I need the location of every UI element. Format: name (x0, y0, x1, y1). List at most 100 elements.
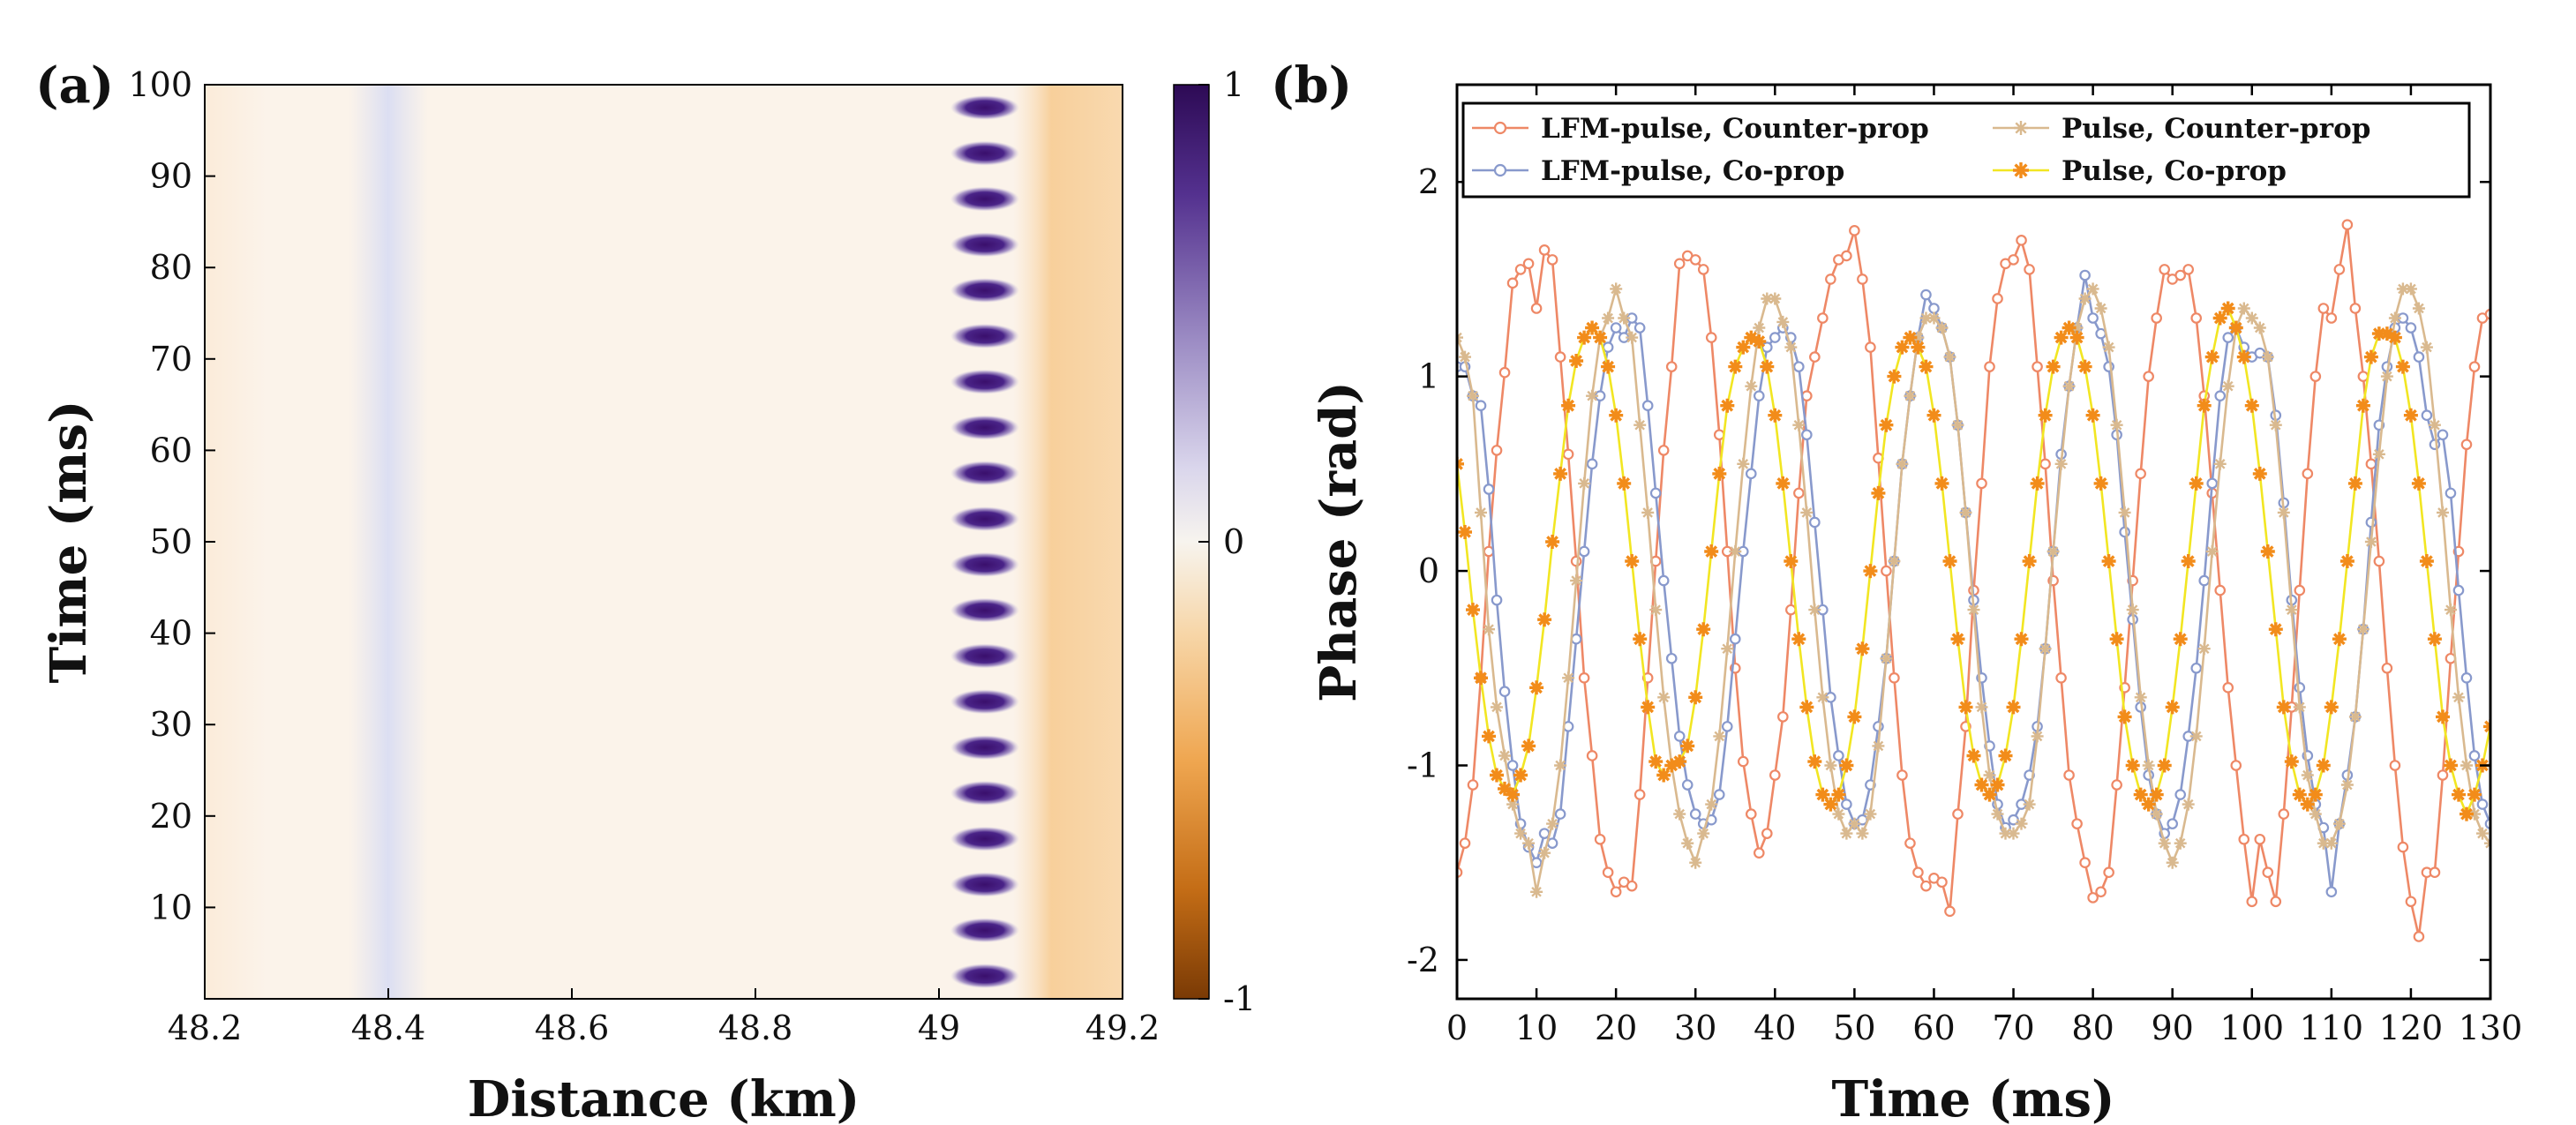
vibration-blob (950, 278, 1019, 304)
data-point (2260, 544, 2275, 559)
data-point (2149, 787, 2164, 802)
data-point (2206, 477, 2219, 490)
data-point (2173, 632, 2188, 647)
data-point (1618, 311, 1631, 325)
data-point (1944, 905, 1956, 918)
data-point (2317, 836, 2330, 850)
data-point (2046, 359, 2061, 374)
data-point (1919, 359, 1934, 374)
data-point (2150, 807, 2163, 821)
data-point (1617, 476, 1632, 491)
data-point (2166, 856, 2179, 869)
data-point (1721, 642, 1734, 656)
data-point (1942, 554, 1957, 568)
data-point (1689, 856, 1702, 869)
data-point (1673, 807, 1686, 821)
colorbar-tick-label: 1 (1223, 65, 1244, 104)
data-point (1672, 754, 1687, 769)
data-point (2109, 632, 2124, 647)
data-point (2230, 760, 2242, 771)
data-point (2428, 418, 2441, 431)
data-point (1491, 445, 1503, 456)
orange-band (1013, 85, 1123, 999)
data-point (2126, 604, 2139, 617)
data-point (2427, 632, 2442, 647)
data-point (2111, 779, 2122, 791)
y-tick-label: 50 (150, 522, 192, 561)
data-point (1990, 777, 2005, 792)
data-point (1934, 476, 1949, 491)
y-tick-label: 70 (150, 340, 192, 379)
vibration-blob (950, 735, 1019, 761)
data-point (2125, 758, 2140, 773)
data-point (2252, 466, 2267, 481)
data-point (2421, 409, 2433, 422)
data-point (1855, 641, 1870, 656)
vibration-blob (950, 826, 1019, 851)
data-point (2119, 526, 2130, 538)
x-tick-label: 80 (2071, 1009, 2114, 1047)
data-point (2245, 311, 2258, 325)
data-point (2062, 379, 2076, 393)
data-point (1752, 334, 1767, 349)
data-point (2468, 807, 2481, 821)
data-point (1610, 886, 1622, 898)
data-point (2133, 787, 2148, 802)
data-point (2135, 468, 2146, 480)
data-point (1911, 331, 1925, 344)
data-point (1841, 250, 1852, 262)
data-point (2371, 326, 2386, 341)
data-point (1950, 632, 1965, 647)
vibration-blob (950, 872, 1019, 897)
colorbar: 1 0 -1 (1173, 65, 1256, 1018)
data-point (2157, 758, 2172, 773)
data-point (2452, 584, 2465, 596)
legend-box (1461, 101, 2471, 199)
data-point (1513, 768, 1528, 783)
data-point (2069, 330, 2084, 345)
data-point (1530, 885, 1543, 898)
data-point (1799, 700, 1814, 715)
data-point (1895, 340, 1910, 355)
data-point (1863, 564, 1878, 579)
data-point (2238, 833, 2250, 845)
data-point (2269, 418, 2282, 431)
data-point (1554, 759, 1567, 772)
data-point (1976, 477, 1987, 490)
data-point (1998, 748, 2013, 763)
data-point (2316, 758, 2331, 773)
data-point (2444, 758, 2458, 773)
colorbar-ticks: 1 0 -1 (1198, 65, 1256, 1018)
vibration-blob (950, 964, 1019, 989)
data-point (1586, 389, 1599, 402)
data-point (2285, 604, 2298, 617)
data-point (2341, 219, 2354, 231)
data-point (2436, 709, 2450, 724)
data-point (1458, 525, 1472, 539)
legend-marker (2013, 162, 2029, 178)
data-point (2396, 282, 2409, 296)
data-point (1919, 311, 1933, 325)
data-point (2214, 584, 2227, 596)
data-point (1688, 690, 1703, 705)
data-point (1792, 418, 1806, 431)
data-point (2404, 282, 2417, 296)
vibration-blob (950, 415, 1019, 440)
data-point (1475, 400, 1487, 412)
data-point (1808, 604, 1821, 617)
data-point (1665, 361, 1678, 372)
data-point (1800, 506, 1814, 519)
data-point (1992, 293, 2003, 304)
data-point (1958, 700, 1973, 715)
data-point (1881, 565, 1892, 577)
data-point (2087, 312, 2099, 324)
data-point (1633, 632, 1648, 647)
data-point (1697, 264, 1709, 275)
panel-a: (a) 48.2 48.4 48.6 48.8 49 49.210203040506070… (35, 56, 1256, 1125)
x-tick-label: 49.2 (1085, 1009, 1160, 1047)
data-point (1864, 807, 1877, 821)
data-point (2078, 292, 2092, 305)
data-point (1506, 760, 1519, 771)
data-point (1927, 311, 1941, 325)
